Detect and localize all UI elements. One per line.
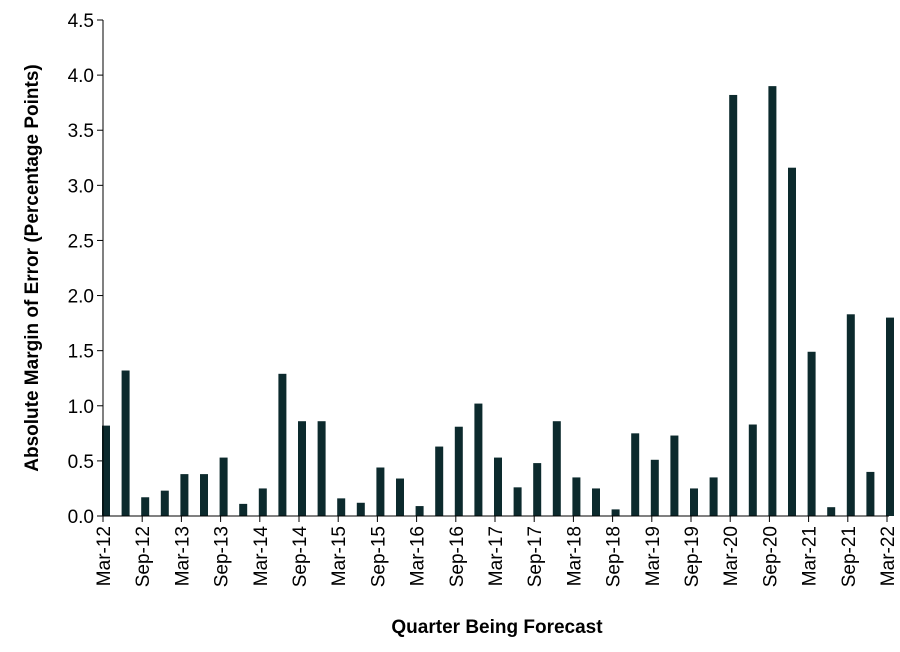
bar-dec-20 [788,167,796,516]
x-tick-label: Mar-22 [878,526,899,586]
x-axis-ticks: Mar-12 Sep-12 Mar-13 Sep-13 Mar-14 Sep-14 Mar-… [94,516,899,587]
y-tick-label: 3.5 [68,121,94,142]
x-tick-label: Mar-19 [643,526,664,586]
x-tick-label: Mar-20 [721,526,742,586]
y-tick-label: 2.5 [68,231,94,252]
x-tick-label: Sep-12 [133,526,154,587]
bar-mar-18 [572,477,581,516]
x-tick-label: Mar-14 [251,526,272,587]
bar-dec-15 [396,478,404,516]
x-tick-label: Sep-19 [682,526,703,587]
bar-mar-17 [494,457,502,516]
bar-mar-22 [886,317,894,516]
y-tick-label: 0.5 [68,452,94,473]
bar-jun-17 [513,487,522,516]
bar-jun-15 [356,502,365,516]
bar-dec-18 [631,433,640,516]
bars [102,86,894,516]
bar-sep-16 [454,426,463,516]
bar-jun-13 [200,474,208,516]
x-tick-label: Sep-17 [525,526,546,587]
y-tick-label: 2.0 [68,287,94,308]
x-tick-label: Sep-18 [604,526,625,587]
bar-mar-13 [180,474,189,516]
bar-mar-16 [415,506,424,516]
y-tick-label: 4.0 [68,66,94,87]
y-tick-label: 3.0 [68,176,94,197]
bar-sep-17 [533,463,542,516]
bar-jun-20 [748,424,757,516]
x-tick-label: Mar-15 [329,526,350,586]
bar-jun-14 [278,373,287,516]
bar-jun-19 [670,435,679,516]
bar-mar-20 [729,94,738,516]
bar-sep-15 [376,467,385,516]
bar-mar-15 [337,498,346,516]
bar-dec-12 [160,490,169,516]
x-tick-label: Mar-18 [564,526,585,586]
bar-jun-21 [827,507,836,516]
bar-sep-18 [611,509,620,516]
bar-sep-14 [298,421,306,516]
bar-sep-19 [690,488,698,516]
bar-sep-21 [846,314,855,516]
bar-mar-12 [102,425,110,516]
x-tick-label: Sep-14 [290,526,311,588]
bar-mar-19 [650,459,659,516]
bar-jun-12 [121,370,130,516]
bar-dec-19 [709,477,718,516]
bar-sep-12 [141,497,150,516]
bar-dec-13 [239,503,248,516]
x-tick-label: Mar-17 [486,526,507,586]
y-axis-ticks: 0.0 0.5 1.0 1.5 2.0 2.5 3.0 3.5 4.0 4.5 [68,11,103,528]
x-tick-label: Sep-21 [839,526,860,587]
bar-jun-18 [592,488,600,516]
bar-dec-16 [474,403,483,516]
y-tick-label: 1.0 [68,397,94,418]
bar-sep-13 [219,457,228,516]
x-tick-label: Sep-20 [760,526,781,587]
x-axis-title: Quarter Being Forecast [391,617,603,638]
y-axis-title: Absolute Margin of Error (Percentage Poi… [22,64,43,472]
bar-dec-14 [317,421,326,516]
bar-dec-21 [866,471,875,516]
y-tick-label: 4.5 [68,11,94,32]
x-tick-label: Mar-13 [172,526,193,586]
bar-sep-20 [768,86,777,516]
bar-dec-17 [552,421,561,516]
y-tick-label: 1.5 [68,342,94,363]
x-tick-label: Sep-15 [368,526,389,587]
bar-jun-16 [435,446,444,516]
x-tick-label: Sep-16 [447,526,468,587]
y-tick-label: 0.0 [68,507,94,528]
x-tick-label: Mar-21 [800,526,821,586]
bar-mar-21 [807,351,816,516]
x-tick-label: Mar-12 [94,526,115,586]
bar-mar-14 [258,488,267,516]
x-tick-label: Sep-13 [212,526,233,587]
x-tick-label: Mar-16 [408,526,429,586]
